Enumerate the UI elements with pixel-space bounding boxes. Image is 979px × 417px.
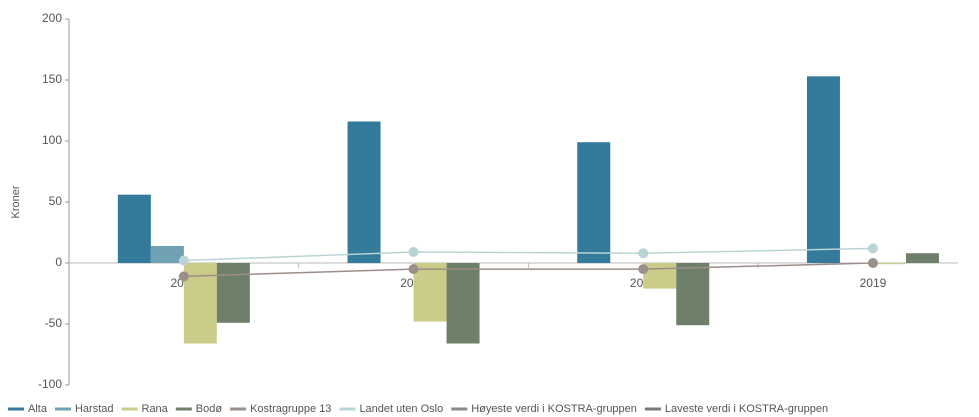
bar xyxy=(117,194,151,263)
legend-label: Høyeste verdi i KOSTRA-gruppen xyxy=(471,403,637,415)
line xyxy=(183,247,873,262)
y-tick-label: -50 xyxy=(45,316,63,330)
point xyxy=(867,243,878,254)
y-tick-label: 100 xyxy=(42,133,62,147)
legend-label: Landet uten Oslo xyxy=(359,403,443,415)
y-axis-label: Kroner xyxy=(10,185,22,218)
y-tick-label: 200 xyxy=(42,11,62,25)
bar xyxy=(413,263,447,322)
bar xyxy=(643,263,677,289)
legend-label: Harstad xyxy=(75,403,114,415)
bar xyxy=(446,263,480,344)
y-tick-label: 0 xyxy=(55,255,62,269)
point xyxy=(867,258,878,268)
y-tick-label: 50 xyxy=(49,194,63,208)
y-tick-label: 150 xyxy=(42,72,62,86)
point xyxy=(408,264,419,275)
bar xyxy=(347,121,381,263)
bar xyxy=(216,263,250,323)
legend-label: Rana xyxy=(142,403,169,415)
point xyxy=(638,264,649,275)
legend-label: Kostragruppe 13 xyxy=(250,403,331,415)
point xyxy=(638,248,649,259)
bar xyxy=(872,263,906,265)
y-tick-label: -100 xyxy=(38,377,62,391)
bar xyxy=(150,245,184,263)
legend-label: Laveste verdi i KOSTRA-gruppen xyxy=(665,403,828,415)
legend-label: Alta xyxy=(28,403,48,415)
bar xyxy=(905,253,939,263)
bar xyxy=(676,263,710,326)
legend-label: Bodø xyxy=(196,403,223,415)
point xyxy=(178,255,189,266)
x-tick-label: 2019 xyxy=(860,276,887,290)
point xyxy=(408,247,419,258)
line xyxy=(183,262,873,278)
bar xyxy=(806,76,840,263)
bar xyxy=(577,142,611,263)
point xyxy=(178,271,189,282)
